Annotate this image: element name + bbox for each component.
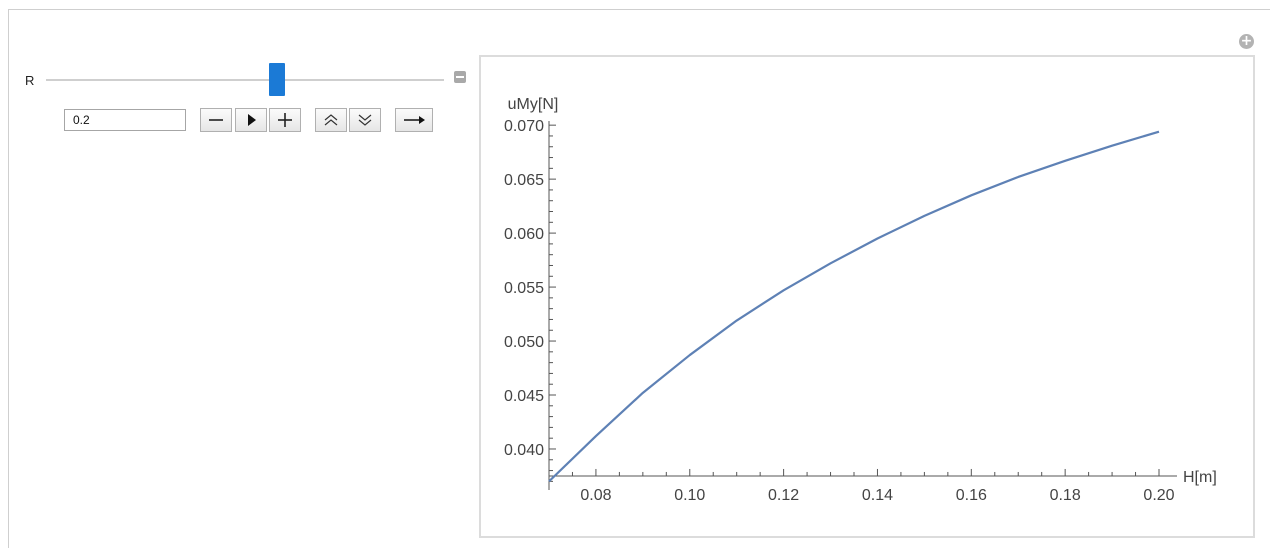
y-tick-label: 0.045 [504,388,544,405]
value-input[interactable] [64,109,186,131]
y-tick-label: 0.070 [504,118,544,135]
add-bookmark-icon[interactable]: + [1239,33,1254,49]
manipulate-panel [8,9,1270,548]
right-arrow-icon [404,116,425,124]
series-line [548,130,1160,483]
faster-button[interactable] [315,108,347,132]
y-tick-label: 0.040 [504,442,544,459]
x-tick-label: 0.18 [1050,487,1081,504]
double-chevron-up-icon [324,114,338,126]
increment-button[interactable] [269,108,301,132]
double-chevron-down-icon [358,114,372,126]
x-tick-label: 0.20 [1143,487,1174,504]
y-tick-label: 0.050 [504,334,544,351]
x-tick-label: 0.14 [862,487,893,504]
x-axis-label: H[m] [1183,469,1217,486]
line-chart: 0.040 0.045 0.050 0.055 0.060 0.065 0.070 0.08 0… [504,96,1217,504]
play-button[interactable] [235,108,267,132]
y-tick-label: 0.055 [504,280,544,297]
direction-button[interactable] [395,108,433,132]
y-tick-label: 0.065 [504,172,544,189]
play-icon [248,114,256,126]
plot-frame [479,55,1255,538]
y-axis-label: uMy[N] [508,96,559,113]
x-tick-label: 0.16 [956,487,987,504]
slower-button[interactable] [349,108,381,132]
slider-thumb[interactable] [268,63,285,96]
decrement-button[interactable] [200,108,232,132]
y-tick-label: 0.060 [504,226,544,243]
x-tick-label: 0.08 [580,487,611,504]
slider-track[interactable] [46,79,444,81]
x-tick-label: 0.12 [768,487,799,504]
collapse-controls-icon[interactable] [454,71,466,83]
x-tick-label: 0.10 [674,487,705,504]
plus-icon [278,113,292,127]
control-label: R [25,73,35,88]
minus-icon [209,119,223,121]
